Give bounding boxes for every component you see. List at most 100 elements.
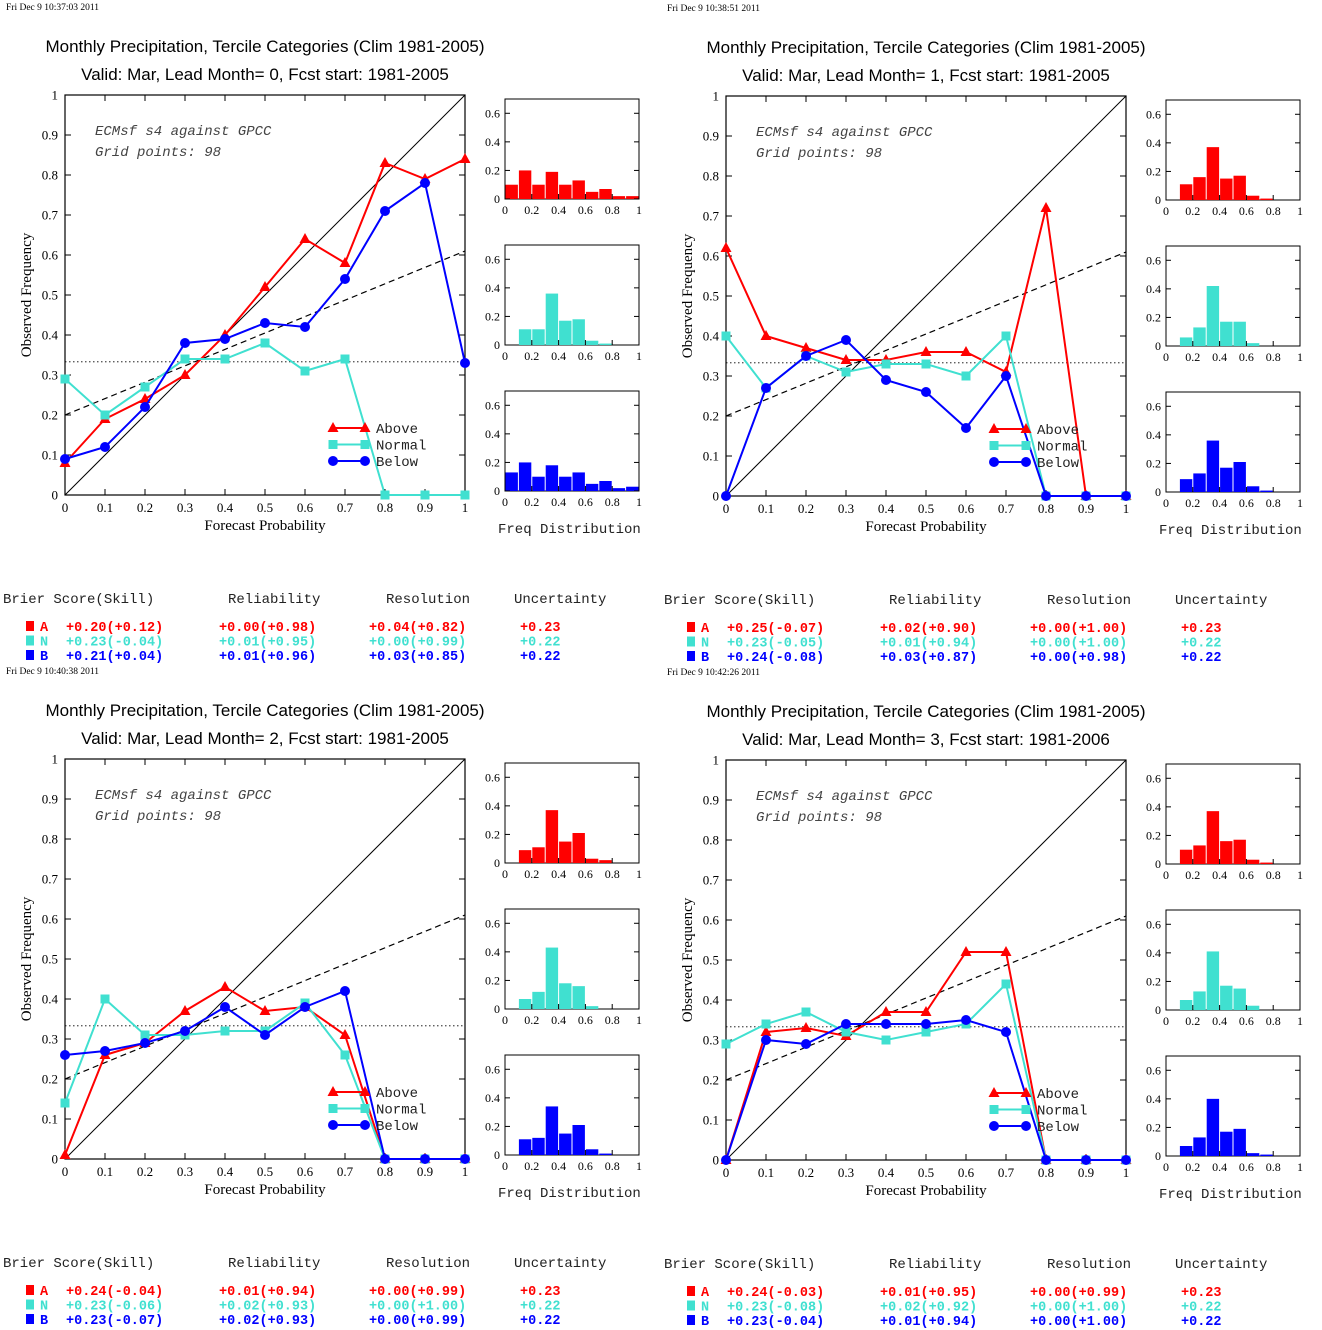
info-text: ECMsf s4 against GPCC: [95, 124, 272, 140]
score-category: N: [701, 1301, 709, 1316]
histogram-bar-b: [572, 1125, 585, 1155]
x-tick-label: 0.7: [337, 500, 354, 515]
histogram-bar-b: [545, 465, 559, 491]
histogram-bar-a: [1193, 845, 1206, 864]
uncertainty-score: +0.23: [1181, 622, 1222, 637]
score-header: Brier Score(Skill): [3, 592, 154, 608]
histogram-frame: [504, 390, 640, 492]
x-tick-label: 0: [723, 1165, 730, 1180]
hist-x-tick-label: 0.6: [1239, 868, 1254, 882]
info-text: Grid points: 98: [756, 146, 882, 162]
legend-label: Above: [1037, 1087, 1079, 1103]
hist-x-tick-label: 0.8: [605, 349, 620, 363]
normal-marker: [1001, 979, 1011, 989]
y-axis-label: Observed Frequency: [19, 896, 35, 1021]
hist-x-tick-label: 0.4: [1212, 204, 1227, 218]
diagonal-line: [725, 759, 1127, 1161]
resolution-score: +0.03(+0.85): [369, 650, 466, 665]
legend-label: Above: [376, 422, 418, 438]
histogram-bar-b: [585, 483, 599, 491]
info-text: Grid points: 98: [95, 145, 221, 161]
normal-marker: [140, 382, 150, 392]
histogram-bar-b: [1206, 440, 1220, 492]
hist-x-tick-label: 0.6: [578, 495, 593, 509]
below-marker: [1081, 491, 1091, 501]
y-tick-label: 0.9: [42, 128, 58, 143]
freq-distribution-label: Freq Distribution: [1159, 523, 1302, 539]
chart-title: Monthly Precipitation, Tercile Categorie…: [45, 37, 484, 56]
y-tick-label: 0.2: [703, 1073, 719, 1088]
hist-x-tick-label: 0.6: [1239, 204, 1254, 218]
normal-marker: [1021, 441, 1031, 450]
hist-x-tick-label: 0.6: [578, 1013, 593, 1027]
histogram-bar-b: [1260, 1154, 1273, 1156]
y-tick-label: 1: [52, 88, 59, 103]
histogram-bar-b: [1179, 1146, 1193, 1156]
histogram-bar-a: [1260, 862, 1273, 864]
hist-x-tick-label: 1: [636, 867, 642, 881]
resolution-score: +0.00(+0.99): [369, 1285, 466, 1300]
legend-label: Above: [1037, 423, 1079, 439]
chart-subtitle: Valid: Mar, Lead Month= 1, Fcst start: 1…: [742, 66, 1110, 85]
hist-x-tick-label: 0.8: [1266, 868, 1281, 882]
histogram-bar-b: [572, 472, 585, 491]
x-tick-label: 0: [723, 501, 730, 516]
histogram-bar-a: [1246, 859, 1260, 864]
hist-x-tick-label: 0.2: [524, 495, 539, 509]
y-tick-label: 0.9: [703, 129, 719, 144]
hist-x-tick-label: 0.2: [1185, 350, 1200, 364]
y-tick-label: 0.2: [42, 1072, 58, 1087]
below-marker: [360, 1120, 370, 1130]
below-marker: [140, 402, 150, 412]
reliability-score: +0.03(+0.87): [880, 651, 977, 666]
x-tick-label: 0.4: [217, 500, 234, 515]
hist-x-tick-label: 0: [502, 495, 508, 509]
hist-x-tick-label: 0.2: [524, 349, 539, 363]
hist-y-tick-label: 0.2: [485, 973, 500, 987]
below-marker: [460, 1154, 470, 1164]
x-tick-label: 0.2: [798, 501, 814, 516]
histogram-bar-n: [518, 329, 532, 345]
chart-title: Monthly Precipitation, Tercile Categorie…: [706, 38, 1145, 57]
x-tick-label: 0.3: [838, 1165, 854, 1180]
histogram-frame: [504, 1054, 640, 1156]
histogram-bar-b: [1206, 1098, 1220, 1156]
below-marker: [841, 335, 851, 345]
histogram-bar-a: [572, 833, 585, 863]
normal-marker: [328, 1104, 338, 1113]
y-tick-label: 0.8: [42, 168, 58, 183]
below-marker: [721, 491, 731, 501]
hist-y-tick-label: 0.2: [1146, 1120, 1161, 1134]
y-tick-label: 0.4: [42, 328, 59, 343]
below-marker: [761, 383, 771, 393]
score-header: Brier Score(Skill): [3, 1256, 154, 1272]
resolution-score: +0.00(+0.99): [369, 1314, 466, 1329]
hist-y-tick-label: 0: [1155, 485, 1161, 499]
below-marker: [989, 457, 999, 467]
score-category: B: [701, 651, 709, 666]
normal-marker: [340, 354, 350, 364]
x-tick-label: 0.6: [297, 1164, 314, 1179]
x-tick-label: 0.9: [1078, 1165, 1094, 1180]
histogram-bar-a: [1233, 839, 1246, 864]
normal-marker: [1021, 1105, 1031, 1114]
resolution-score: +0.00(+1.00): [1030, 1315, 1127, 1330]
x-tick-label: 0.3: [177, 1164, 193, 1179]
histogram-bar-n: [1193, 327, 1206, 346]
reliability-score: +0.01(+0.94): [880, 637, 977, 652]
series-line-normal: [64, 341, 465, 496]
above-marker: [840, 354, 852, 364]
histogram-bar-b: [1193, 1137, 1206, 1156]
score-header: Resolution: [1047, 1257, 1131, 1273]
score-header: Resolution: [1047, 593, 1131, 609]
histogram-bar-a: [1193, 177, 1206, 200]
resolution-score: +0.00(+1.00): [1030, 1301, 1127, 1316]
x-tick-label: 0.4: [878, 501, 895, 516]
x-tick-label: 0.5: [257, 500, 273, 515]
normal-marker: [140, 1030, 150, 1040]
histogram-bar-n: [532, 991, 545, 1009]
below-marker: [1121, 491, 1131, 501]
histogram-bar-n: [559, 983, 572, 1009]
y-tick-label: 0: [713, 489, 720, 504]
normal-marker: [220, 354, 230, 364]
